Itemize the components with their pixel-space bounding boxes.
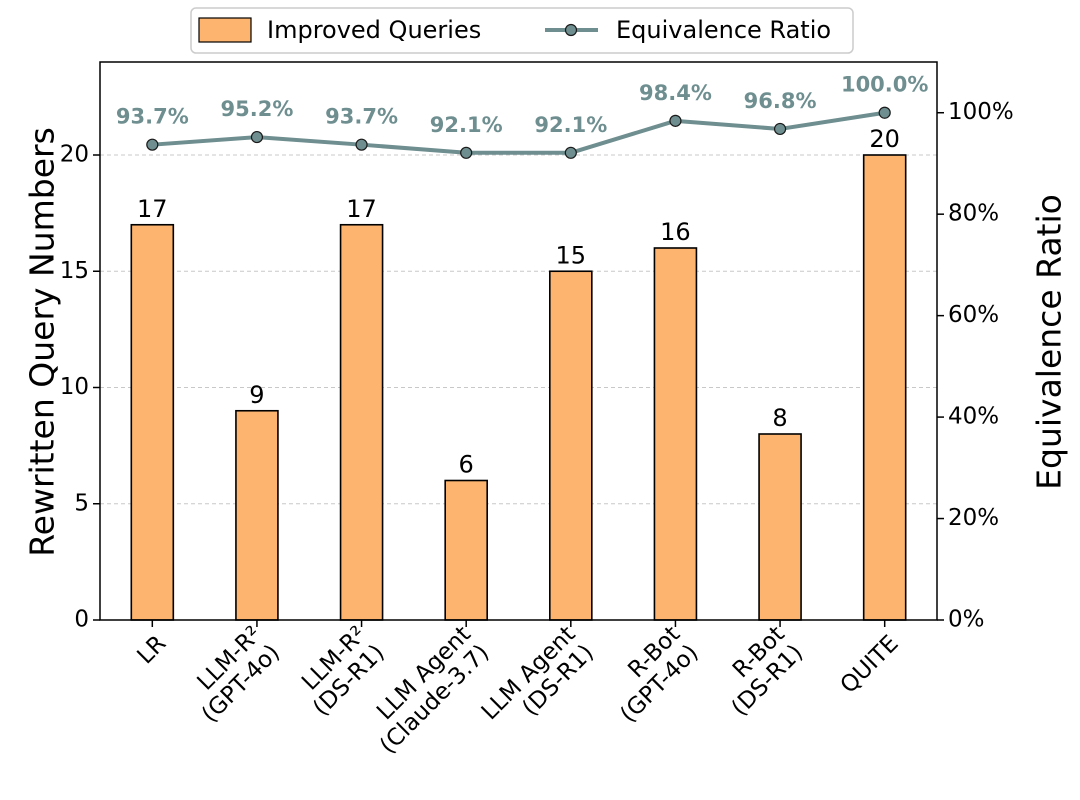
bar-6 bbox=[758, 433, 802, 621]
line-value-label-3: 92.1% bbox=[430, 113, 503, 137]
line-value-label-0: 93.7% bbox=[116, 105, 189, 129]
left-tick-label-2: 10 bbox=[60, 374, 89, 400]
equivalence-ratio-line bbox=[152, 110, 885, 155]
line-value-label-4: 92.1% bbox=[534, 113, 607, 137]
line-point-6 bbox=[773, 122, 787, 136]
bar-value-label-5: 16 bbox=[660, 218, 691, 246]
left-axis-label: Rewritten Query Numbers bbox=[23, 127, 62, 557]
line-point-5 bbox=[669, 114, 682, 127]
grid-lines bbox=[100, 154, 937, 505]
bar-labels-group: 17 9 17 6 15 16 8 20 bbox=[137, 125, 900, 479]
bar-value-label-4: 15 bbox=[556, 241, 587, 269]
line-value-label-1: 95.2% bbox=[221, 97, 294, 121]
legend-bar-label: Improved Queries bbox=[267, 16, 481, 44]
legend-frame bbox=[190, 7, 854, 54]
right-axis-ticks: 0% 20% 40% 60% 80% 100% bbox=[937, 99, 1014, 633]
left-tick-label-4: 20 bbox=[60, 142, 89, 168]
x-tick-label-line: QUITE bbox=[836, 631, 904, 699]
bar-value-label-7: 20 bbox=[869, 125, 900, 153]
bar-2 bbox=[339, 223, 384, 621]
bar-value-label-1: 9 bbox=[249, 381, 264, 409]
left-axis-ticks: 0 5 10 15 20 bbox=[60, 142, 100, 633]
line-point-3 bbox=[460, 146, 473, 159]
left-tick-label-1: 5 bbox=[74, 490, 89, 516]
line-value-label-6: 96.8% bbox=[744, 89, 817, 113]
right-axis-label: Equivalence Ratio bbox=[1030, 194, 1069, 490]
line-value-label-5: 98.4% bbox=[639, 81, 712, 105]
x-tick-label-0: LR bbox=[133, 631, 172, 670]
x-tick-label-5: R-Bot(GPT-4o) bbox=[615, 621, 703, 727]
x-tick-label-1: LLM-R²(GPT-4o) bbox=[192, 621, 285, 727]
line-point-0 bbox=[146, 138, 159, 151]
line-point-1 bbox=[250, 130, 264, 144]
x-tick-label-6: R-Bot(DS-R1) bbox=[727, 621, 808, 721]
line-point-7 bbox=[878, 106, 891, 119]
right-tick-label-1: 20% bbox=[948, 505, 999, 531]
line-value-label-7: 100.0% bbox=[841, 73, 928, 97]
line-point-4 bbox=[564, 146, 577, 159]
left-tick-label-0: 0 bbox=[74, 607, 89, 633]
bar-1 bbox=[235, 409, 279, 621]
right-tick-label-3: 60% bbox=[948, 302, 999, 328]
bar-value-label-2: 17 bbox=[346, 195, 377, 223]
right-tick-label-2: 40% bbox=[948, 404, 999, 430]
legend: Improved Queries Equivalence Ratio bbox=[190, 7, 854, 54]
legend-line-marker bbox=[564, 23, 578, 37]
bar-value-label-3: 6 bbox=[459, 451, 474, 479]
bar-value-label-6: 8 bbox=[772, 404, 787, 432]
bar-value-label-0: 17 bbox=[137, 195, 168, 223]
right-tick-label-4: 80% bbox=[948, 201, 999, 227]
right-tick-label-0: 0% bbox=[948, 607, 985, 633]
line-point-2 bbox=[355, 138, 368, 151]
right-tick-label-5: 100% bbox=[948, 99, 1014, 125]
legend-line-label: Equivalence Ratio bbox=[616, 16, 831, 44]
line-series-group: 93.7% 95.2% 93.7% 92.1% 92.1% 98.4% 96.8% 100.0… bbox=[116, 73, 928, 159]
x-tick-label-3: LLM Agent(Claude-3.7) bbox=[372, 621, 494, 759]
bar-7 bbox=[862, 154, 907, 621]
bar-5 bbox=[653, 247, 698, 621]
x-tick-label-7: QUITE bbox=[836, 631, 904, 699]
legend-bar-swatch bbox=[198, 17, 252, 43]
x-tick-label-4: LLM Agent(DS-R1) bbox=[477, 621, 599, 725]
x-axis-ticks: LR LLM-R²(GPT-4o) LLM-R²(DS-R1)LLM Agent(C… bbox=[133, 620, 904, 759]
x-tick-label-line: LR bbox=[133, 631, 172, 670]
plot-frame bbox=[99, 61, 938, 621]
bar-4 bbox=[549, 270, 593, 621]
bar-0 bbox=[130, 223, 175, 621]
left-tick-label-3: 15 bbox=[60, 258, 89, 284]
line-value-label-2: 93.7% bbox=[325, 105, 398, 129]
bar-3 bbox=[444, 479, 488, 621]
bars-group bbox=[130, 154, 907, 621]
